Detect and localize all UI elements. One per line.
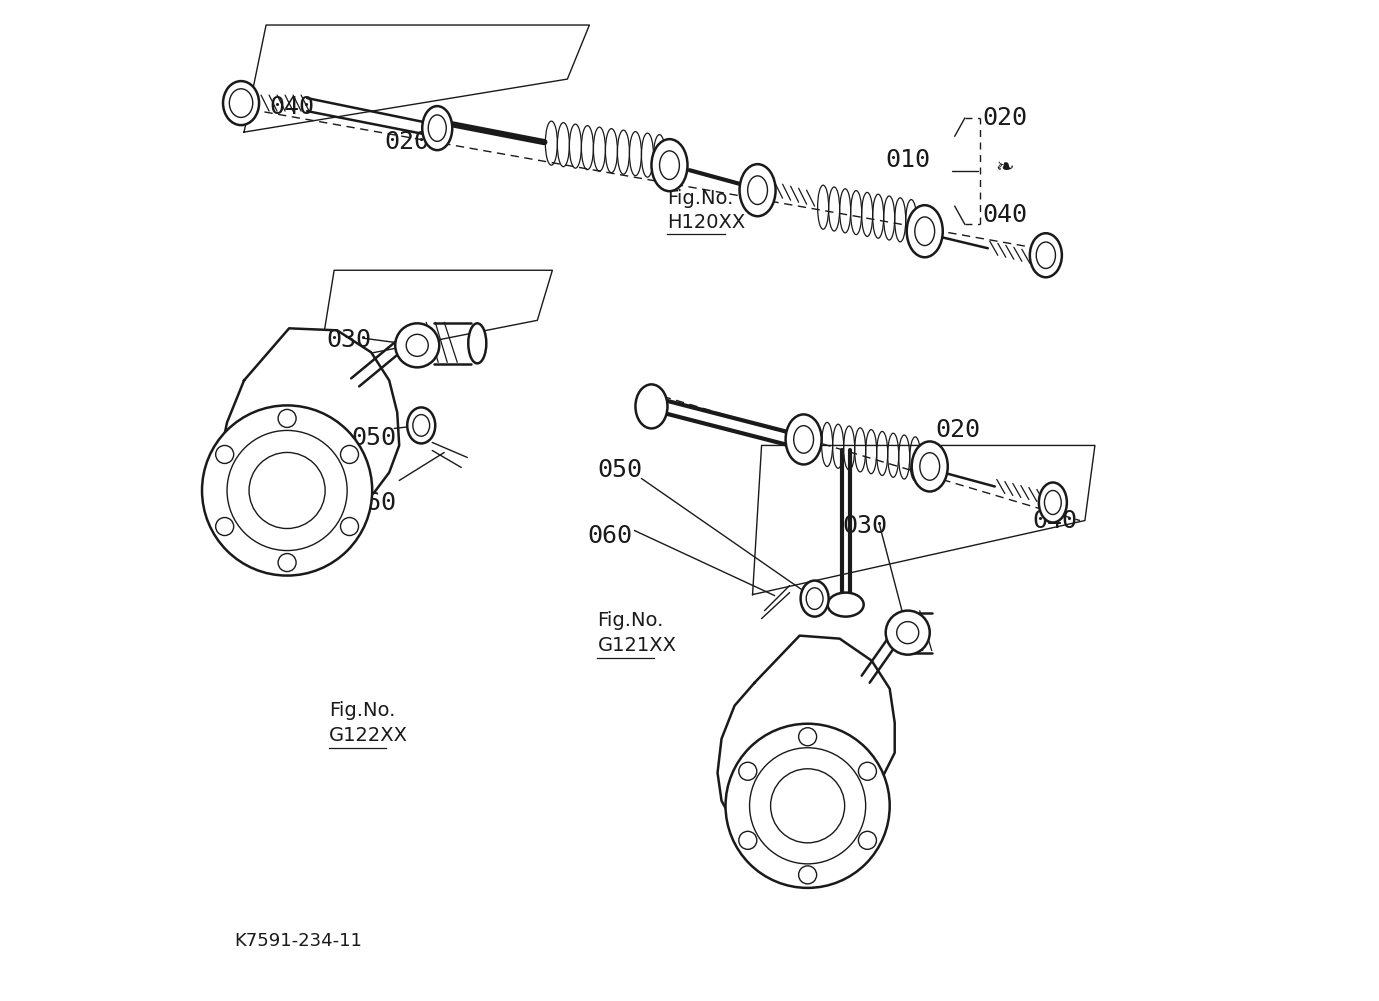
- Ellipse shape: [1030, 233, 1062, 277]
- Text: Fig.No.: Fig.No.: [597, 612, 663, 630]
- Text: 030: 030: [843, 514, 887, 538]
- Circle shape: [215, 518, 233, 536]
- Ellipse shape: [396, 323, 440, 367]
- Text: K7591-234-11: K7591-234-11: [234, 932, 361, 950]
- Ellipse shape: [469, 323, 487, 363]
- Text: 050: 050: [597, 458, 643, 482]
- Ellipse shape: [739, 164, 775, 216]
- Circle shape: [341, 445, 359, 463]
- Text: Fig.No.: Fig.No.: [330, 702, 396, 720]
- Ellipse shape: [636, 384, 667, 428]
- Circle shape: [798, 866, 816, 884]
- Circle shape: [341, 518, 359, 536]
- Circle shape: [201, 405, 372, 576]
- Circle shape: [739, 763, 757, 781]
- Text: 030: 030: [327, 328, 372, 352]
- Text: G121XX: G121XX: [597, 637, 677, 655]
- Text: ❧: ❧: [996, 158, 1014, 178]
- Ellipse shape: [407, 407, 436, 443]
- Text: 020: 020: [982, 106, 1027, 130]
- Text: 010: 010: [885, 148, 931, 172]
- Ellipse shape: [223, 81, 259, 125]
- Ellipse shape: [801, 581, 829, 617]
- Text: 020: 020: [385, 130, 430, 154]
- Text: 040: 040: [982, 203, 1027, 227]
- Circle shape: [858, 831, 877, 849]
- Ellipse shape: [786, 414, 822, 464]
- Text: 060: 060: [352, 490, 397, 515]
- Ellipse shape: [827, 593, 863, 617]
- Text: 020: 020: [935, 418, 980, 442]
- Ellipse shape: [1038, 482, 1067, 523]
- Text: 040: 040: [270, 95, 314, 119]
- Text: 060: 060: [587, 524, 632, 548]
- Ellipse shape: [651, 139, 688, 191]
- Circle shape: [739, 831, 757, 849]
- Circle shape: [798, 728, 816, 746]
- Text: H120XX: H120XX: [667, 213, 746, 231]
- Circle shape: [215, 445, 233, 463]
- Text: 040: 040: [1033, 509, 1077, 533]
- Text: G122XX: G122XX: [330, 727, 408, 745]
- Polygon shape: [214, 328, 399, 549]
- Ellipse shape: [907, 205, 943, 257]
- Text: Fig.No.: Fig.No.: [667, 189, 734, 207]
- Ellipse shape: [912, 441, 947, 491]
- Text: 050: 050: [352, 426, 397, 450]
- Polygon shape: [717, 636, 895, 836]
- Circle shape: [858, 763, 877, 781]
- Ellipse shape: [885, 611, 929, 655]
- Circle shape: [279, 554, 296, 572]
- Circle shape: [725, 724, 889, 888]
- Ellipse shape: [422, 106, 452, 150]
- Circle shape: [279, 409, 296, 427]
